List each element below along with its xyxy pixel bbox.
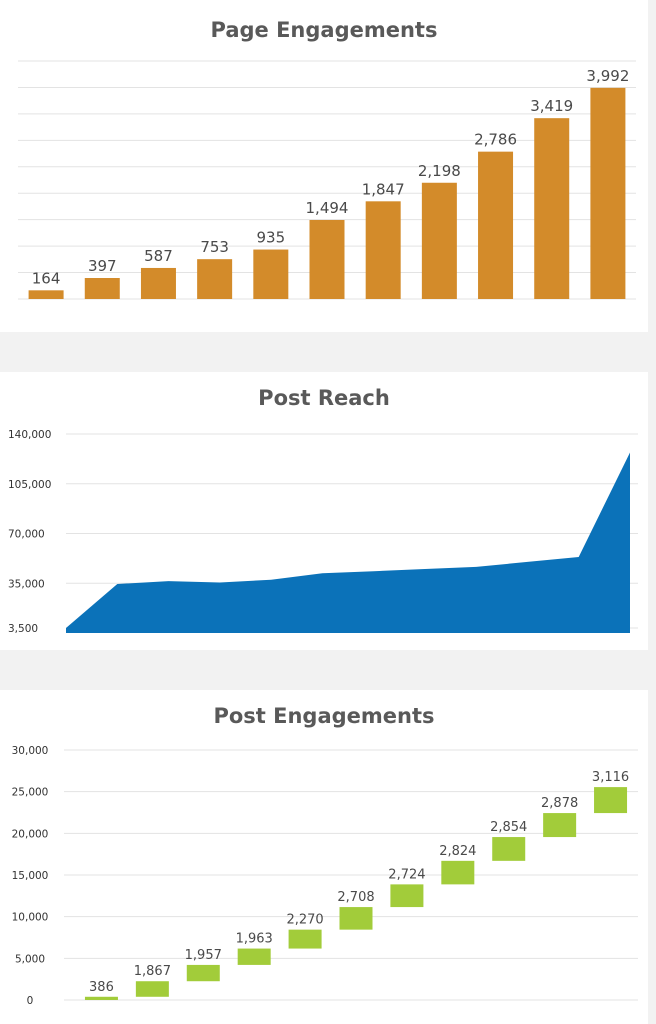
data-label: 2,824 [439, 844, 476, 859]
y-tick-label: 30,000 [12, 745, 49, 757]
data-label: 935 [256, 229, 285, 247]
data-label: 2,786 [474, 131, 517, 149]
data-label: 753 [200, 238, 229, 256]
y-tick-label: 70,000 [8, 529, 45, 541]
bar [135, 981, 169, 997]
bar [186, 964, 220, 982]
bar [197, 259, 233, 299]
y-tick-label: 5,000 [15, 953, 45, 965]
post-engagements-chart: 0 5,000 10,000 15,000 20,000 25,000 30,000 386 1… [12, 745, 638, 1007]
post-engagements-panel: Post Engagements 0 5,000 10,000 15,000 20,00… [0, 690, 648, 1024]
reach-area [66, 452, 630, 633]
y-tick-label: 140,000 [8, 429, 51, 441]
data-label: 2,878 [541, 796, 578, 811]
y-tick-label: 105,000 [8, 479, 51, 491]
data-label: 2,198 [418, 162, 461, 180]
data-label: 3,992 [586, 67, 629, 85]
bar [84, 996, 118, 1000]
bar [253, 249, 289, 299]
data-label: 164 [32, 269, 61, 287]
bar [594, 787, 628, 814]
data-label: 1,494 [306, 199, 349, 217]
bar [534, 118, 570, 300]
page-engagements-chart: 164 397 587 753 935 1,494 1,847 2,198 2,786 3,419… [18, 60, 636, 300]
y-tick-label: 15,000 [12, 870, 49, 882]
bar [590, 87, 626, 299]
y-tick-label: 3,500 [8, 623, 38, 635]
y-tick-label: 10,000 [12, 912, 49, 924]
bar [339, 907, 373, 930]
chart-title: Page Engagements [210, 18, 438, 42]
data-label: 1,847 [362, 180, 405, 198]
y-tick-label: 25,000 [12, 787, 49, 799]
bar [390, 884, 424, 908]
bar [492, 837, 526, 861]
data-label: 3,116 [592, 770, 629, 785]
y-tick-label: 0 [27, 995, 34, 1007]
bar [543, 813, 577, 838]
page-engagements-panel: Page Engagements 164 397 587 753 935 1,494 1,8… [0, 0, 648, 332]
bar [309, 219, 345, 299]
data-label: 2,724 [388, 867, 425, 882]
bar [84, 278, 120, 299]
bar [237, 948, 271, 965]
bar [365, 201, 401, 299]
y-tick-label: 35,000 [8, 578, 45, 590]
post-reach-panel: Post Reach 3,500 35,000 70,000 105,000 140,0… [0, 372, 648, 650]
data-label: 1,867 [134, 964, 171, 979]
data-label: 397 [88, 257, 117, 275]
bar [28, 290, 64, 299]
bar [288, 929, 322, 949]
y-tick-label: 20,000 [12, 828, 49, 840]
data-label: 1,963 [236, 932, 273, 947]
chart-title: Post Engagements [213, 704, 435, 728]
data-label: 1,957 [185, 948, 222, 963]
data-label: 587 [144, 247, 173, 265]
data-label: 386 [89, 980, 114, 995]
data-label: 2,854 [490, 820, 527, 835]
data-label: 3,419 [530, 97, 573, 115]
chart-title: Post Reach [258, 386, 390, 410]
data-label: 2,270 [286, 913, 323, 928]
bar [441, 860, 475, 885]
data-label: 2,708 [337, 890, 374, 905]
bar [421, 182, 457, 299]
bar [140, 267, 176, 299]
bar [478, 151, 514, 299]
post-reach-chart: 3,500 35,000 70,000 105,000 140,000 [8, 429, 638, 635]
